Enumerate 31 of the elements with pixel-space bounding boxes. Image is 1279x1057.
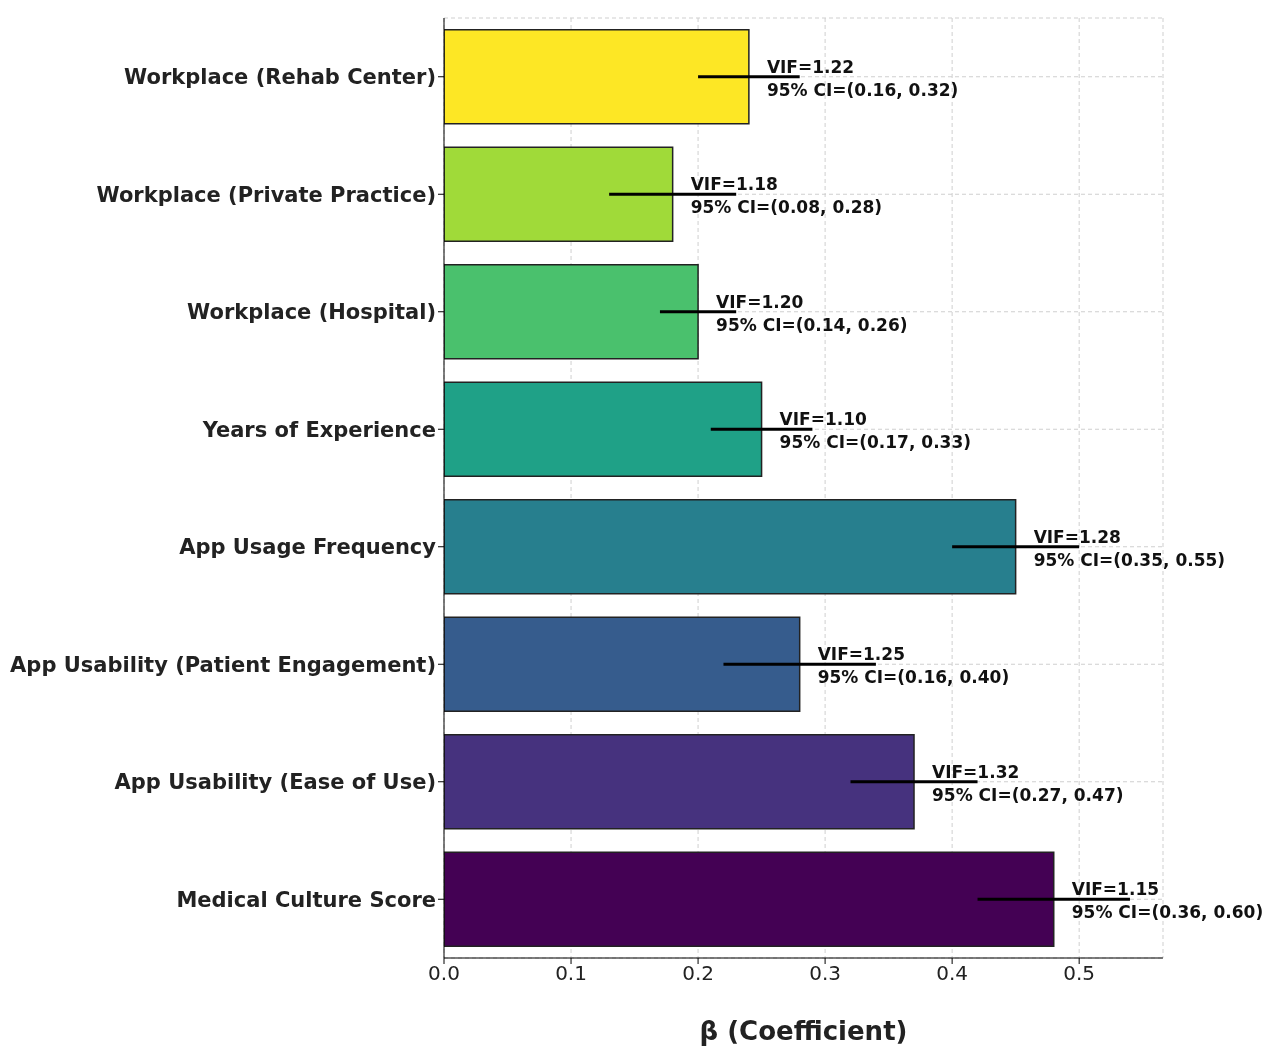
annotation: VIF=1.25 95% CI=(0.16, 0.40) [817,644,1010,688]
y-tick-label: Medical Culture Score [176,887,436,912]
bar [444,734,915,830]
x-tick-label: 0.5 [1063,961,1096,986]
x-tick-label: 0.1 [555,961,587,986]
bar [444,616,801,712]
x-axis-title: β (Coefficient) [699,1016,908,1046]
annotation: VIF=1.10 95% CI=(0.17, 0.33) [779,409,972,453]
bar [444,381,763,477]
annotation: VIF=1.20 95% CI=(0.14, 0.26) [716,291,908,335]
x-tick-label: 0.4 [936,961,969,986]
annotation: VIF=1.15 95% CI=(0.36, 0.60) [1071,879,1264,923]
y-tick-label: App Usability (Patient Engagement) [10,652,436,677]
bar [444,264,699,360]
y-tick-label: App Usage Frequency [179,535,437,560]
y-tick-label: App Usability (Ease of Use) [114,770,436,795]
x-tick-label: 0.3 [809,961,841,986]
bar [444,499,1017,595]
y-tick-label: Workplace (Private Practice) [96,182,436,207]
annotation: VIF=1.22 95% CI=(0.16, 0.32) [766,56,959,100]
annotation: VIF=1.32 95% CI=(0.27, 0.47) [932,761,1124,805]
x-tick-label: 0.0 [428,961,460,986]
y-tick-label: Workplace (Hospital) [187,300,436,325]
annotation: VIF=1.18 95% CI=(0.08, 0.28) [690,174,883,218]
x-tick-label: 0.2 [682,961,714,986]
bar [444,851,1055,947]
annotation: VIF=1.28 95% CI=(0.35, 0.55) [1033,526,1226,570]
bar [444,29,750,125]
y-tick-label: Workplace (Rehab Center) [124,65,436,90]
y-tick-label: Years of Experience [201,417,436,442]
bar [444,146,674,242]
